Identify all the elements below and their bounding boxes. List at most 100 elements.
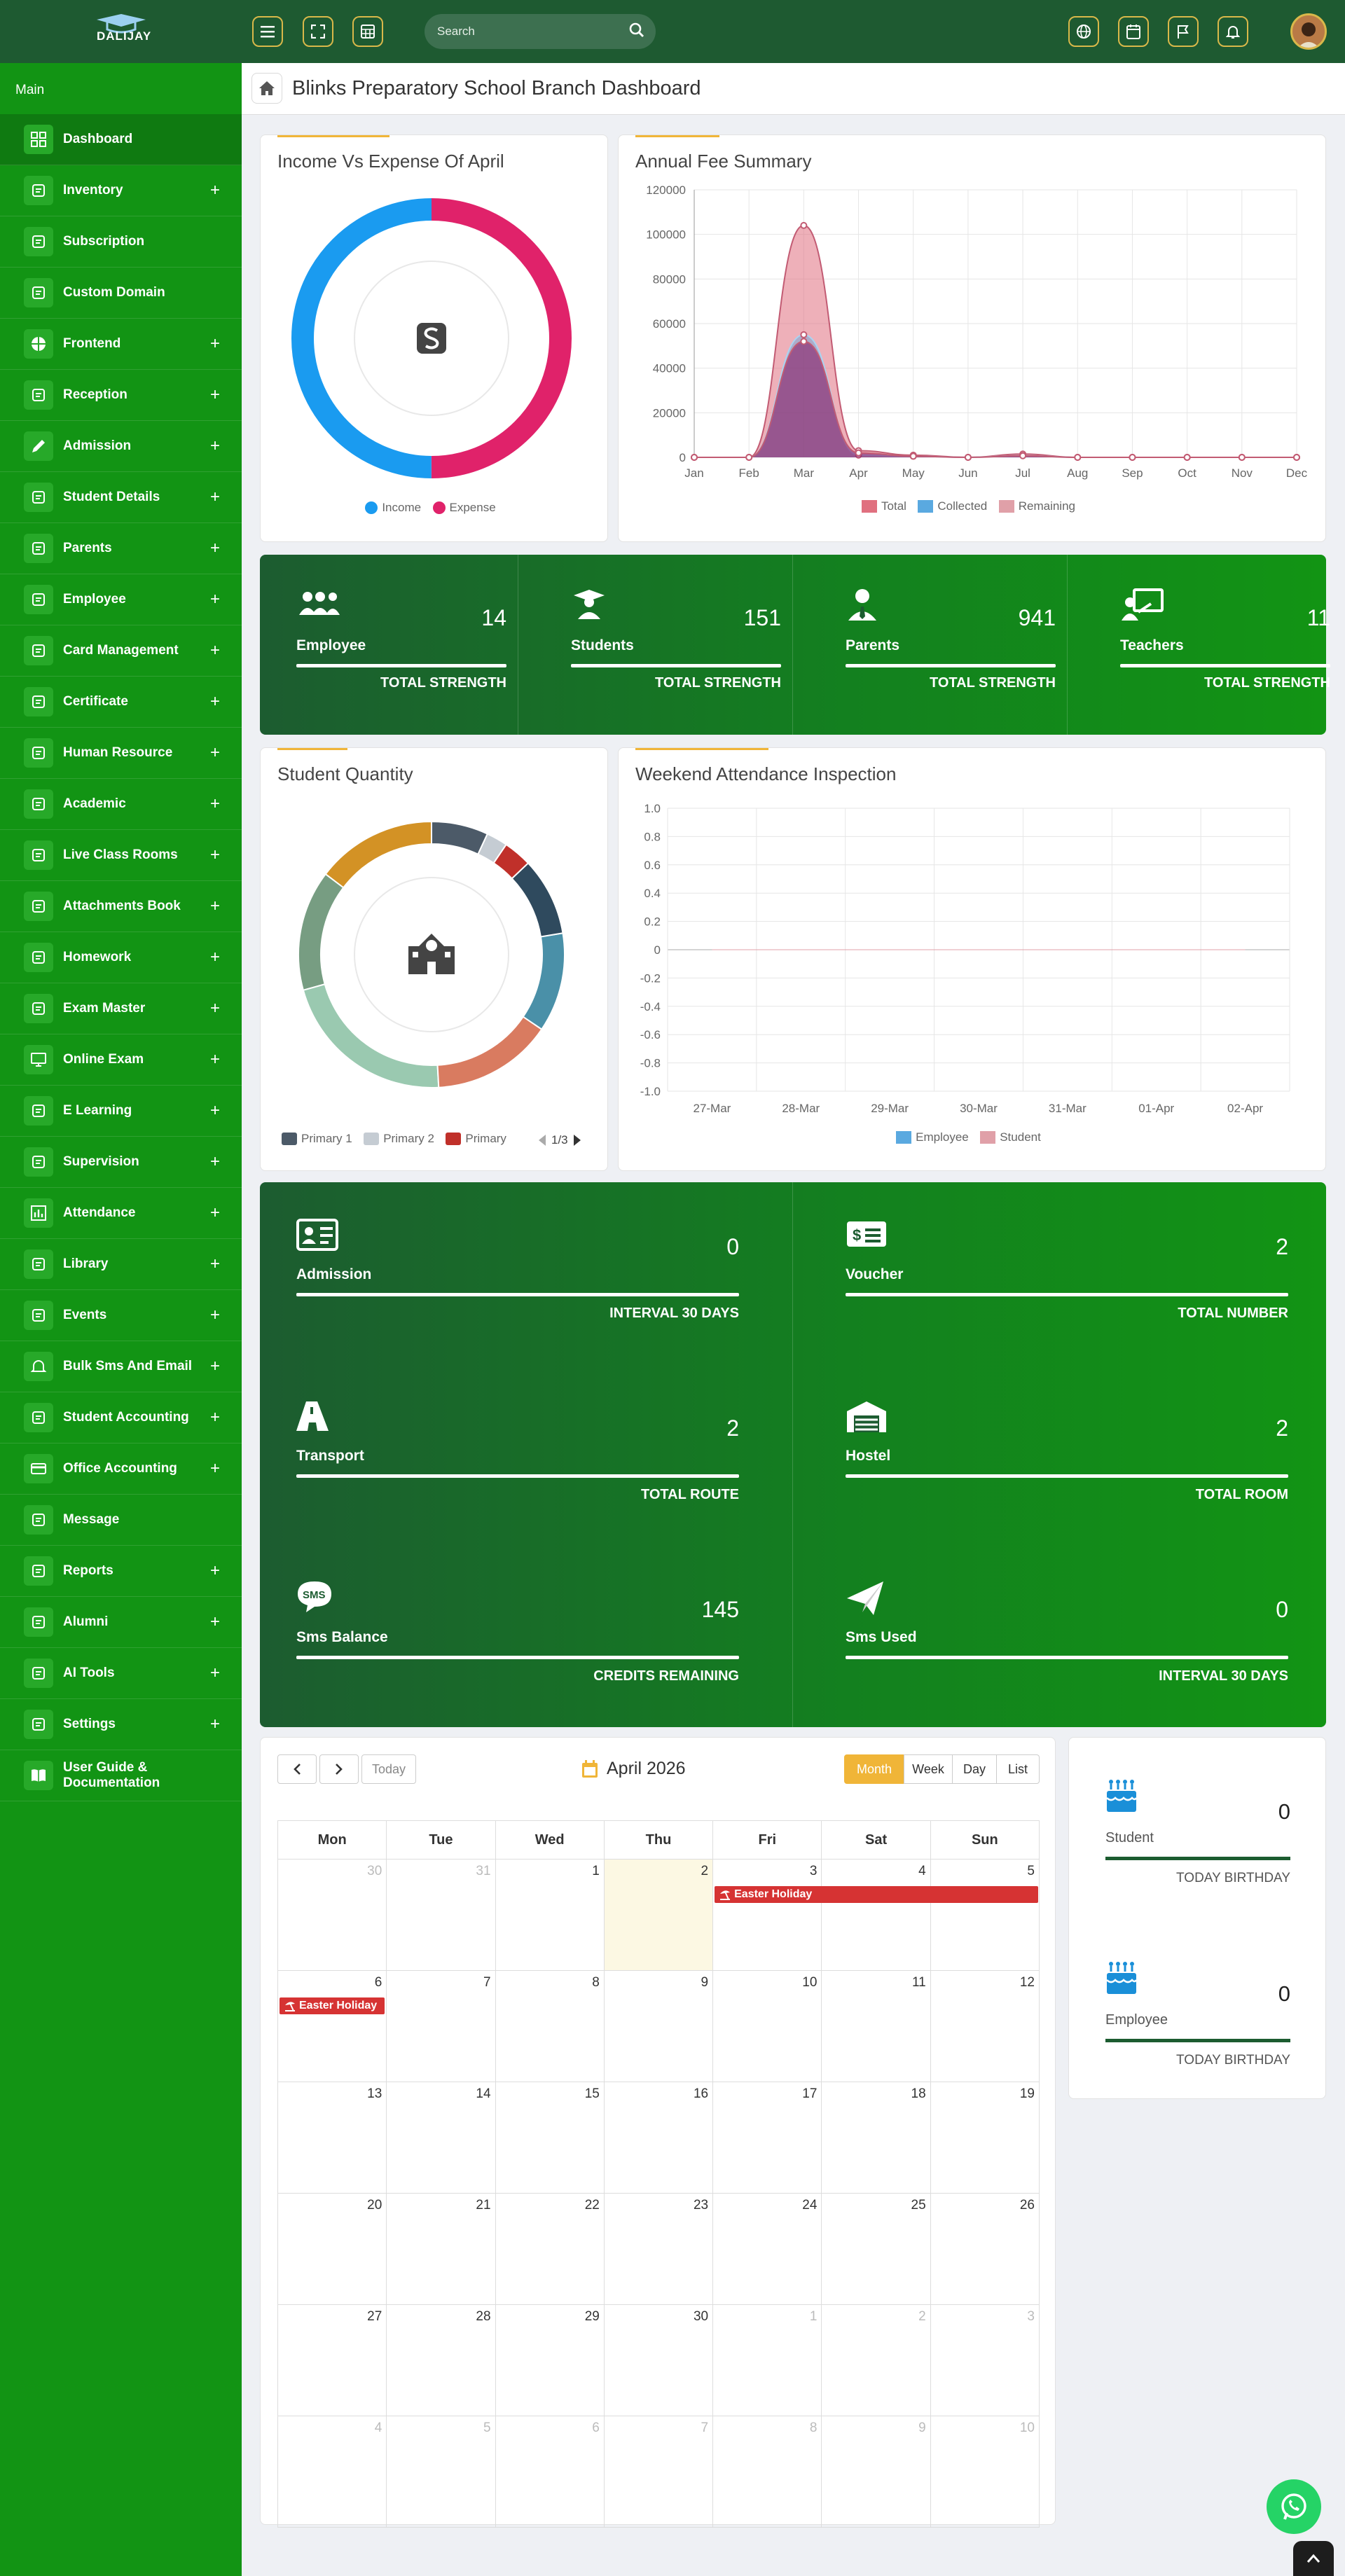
expand-plus-icon[interactable]: + bbox=[210, 334, 221, 353]
fullscreen-button[interactable] bbox=[303, 16, 333, 47]
calendar-day-cell[interactable]: 19 bbox=[930, 2082, 1040, 2194]
expand-plus-icon[interactable]: + bbox=[210, 1663, 221, 1682]
calendar-day-cell[interactable]: 10 bbox=[712, 1970, 822, 2082]
sidebar-item-student-accounting[interactable]: Student Accounting + bbox=[0, 1392, 242, 1443]
expand-plus-icon[interactable]: + bbox=[210, 436, 221, 455]
expand-plus-icon[interactable]: + bbox=[210, 487, 221, 506]
sidebar-item-alumni[interactable]: Alumni + bbox=[0, 1597, 242, 1648]
sidebar-item-custom-domain[interactable]: Custom Domain bbox=[0, 268, 242, 319]
legend-total[interactable]: Total bbox=[862, 499, 906, 513]
sidebar-item-ai-tools[interactable]: AI Tools + bbox=[0, 1648, 242, 1699]
calendar-day-cell[interactable]: 26 bbox=[930, 2193, 1040, 2305]
expand-plus-icon[interactable]: + bbox=[210, 743, 221, 762]
sidebar-item-events[interactable]: Events + bbox=[0, 1290, 242, 1341]
calendar-button[interactable] bbox=[1118, 16, 1149, 47]
calendar-day-cell[interactable]: 20 bbox=[277, 2193, 387, 2305]
donut-slice-3[interactable] bbox=[511, 861, 564, 938]
sidebar-item-frontend[interactable]: Frontend + bbox=[0, 319, 242, 370]
sidebar-item-student-details[interactable]: Student Details + bbox=[0, 472, 242, 523]
sidebar-item-bulk-sms-and-email[interactable]: Bulk Sms And Email + bbox=[0, 1341, 242, 1392]
calendar-day-cell[interactable]: 8 bbox=[495, 1970, 605, 2082]
expand-plus-icon[interactable]: + bbox=[210, 1101, 221, 1120]
expand-plus-icon[interactable]: + bbox=[210, 1254, 221, 1273]
user-avatar[interactable] bbox=[1290, 13, 1327, 50]
sidebar-item-card-management[interactable]: Card Management + bbox=[0, 625, 242, 677]
calendar-day-cell[interactable]: 3 Easter Holiday bbox=[712, 1859, 1039, 1971]
calendar-day-cell[interactable]: 28 bbox=[386, 2304, 496, 2416]
view-week-button[interactable]: Week bbox=[904, 1754, 953, 1784]
sidebar-item-office-accounting[interactable]: Office Accounting + bbox=[0, 1443, 242, 1495]
expand-plus-icon[interactable]: + bbox=[210, 1152, 221, 1171]
expand-plus-icon[interactable]: + bbox=[210, 539, 221, 558]
expand-plus-icon[interactable]: + bbox=[210, 692, 221, 711]
view-list-button[interactable]: List bbox=[996, 1754, 1040, 1784]
website-button[interactable] bbox=[1068, 16, 1099, 47]
sidebar-item-human-resource[interactable]: Human Resource + bbox=[0, 728, 242, 779]
sidebar-item-online-exam[interactable]: Online Exam + bbox=[0, 1034, 242, 1086]
donut-slice-7[interactable] bbox=[298, 873, 345, 992]
expand-plus-icon[interactable]: + bbox=[210, 1715, 221, 1733]
legend-collected[interactable]: Collected bbox=[918, 499, 987, 513]
sidebar-item-reports[interactable]: Reports + bbox=[0, 1546, 242, 1597]
scroll-top-button[interactable] bbox=[1293, 2541, 1334, 2576]
whatsapp-button[interactable] bbox=[1267, 2479, 1321, 2534]
expand-plus-icon[interactable]: + bbox=[210, 1306, 221, 1324]
calendar-day-cell[interactable]: 5 bbox=[386, 2416, 496, 2528]
expand-plus-icon[interactable]: + bbox=[210, 1050, 221, 1069]
calendar-day-cell[interactable]: 1 bbox=[495, 1859, 605, 1971]
expand-plus-icon[interactable]: + bbox=[210, 948, 221, 967]
expand-plus-icon[interactable]: + bbox=[210, 845, 221, 864]
calendar-day-cell[interactable]: 18 bbox=[821, 2082, 931, 2194]
donut-slice-2[interactable] bbox=[492, 843, 530, 880]
calendar-day-cell[interactable]: 24 bbox=[712, 2193, 822, 2305]
calendar-day-cell[interactable]: 31 bbox=[386, 1859, 496, 1971]
flag-button[interactable] bbox=[1168, 16, 1199, 47]
sidebar-item-admission[interactable]: Admission + bbox=[0, 421, 242, 472]
legend-remaining[interactable]: Remaining bbox=[998, 499, 1075, 513]
sidebar-item-employee[interactable]: Employee + bbox=[0, 574, 242, 625]
calendar-day-cell[interactable]: 7 bbox=[386, 1970, 496, 2082]
expand-plus-icon[interactable]: + bbox=[210, 1612, 221, 1631]
pager-prev-icon[interactable] bbox=[537, 1134, 547, 1147]
calendar-day-cell[interactable]: 9 bbox=[603, 1970, 714, 2082]
donut-slice-4[interactable] bbox=[522, 932, 565, 1031]
expand-plus-icon[interactable]: + bbox=[210, 590, 221, 609]
logo[interactable]: DALIJAY bbox=[83, 11, 160, 52]
sidebar-item-e-learning[interactable]: E Learning + bbox=[0, 1086, 242, 1137]
sidebar-item-academic[interactable]: Academic + bbox=[0, 779, 242, 830]
expand-plus-icon[interactable]: + bbox=[210, 794, 221, 813]
donut-slice-1[interactable] bbox=[477, 833, 508, 864]
donut-slice-5[interactable] bbox=[436, 1016, 543, 1088]
sidebar-item-dashboard[interactable]: Dashboard bbox=[0, 114, 242, 165]
donut-slice-8[interactable] bbox=[324, 822, 432, 889]
calendar-day-cell[interactable]: 3 bbox=[930, 2304, 1040, 2416]
sidebar-item-message[interactable]: Message bbox=[0, 1495, 242, 1546]
search-input[interactable]: Search bbox=[425, 14, 656, 49]
sidebar-item-certificate[interactable]: Certificate + bbox=[0, 677, 242, 728]
calendar-prev-button[interactable] bbox=[277, 1754, 317, 1784]
sidebar-item-library[interactable]: Library + bbox=[0, 1239, 242, 1290]
calculator-button[interactable] bbox=[352, 16, 383, 47]
legend-primary-1[interactable]: Primary 1 bbox=[282, 1132, 352, 1146]
legend-primary-2[interactable]: Primary 2 bbox=[364, 1132, 434, 1146]
calendar-day-cell[interactable]: 7 bbox=[603, 2416, 714, 2528]
sidebar-item-user-guide-documentation[interactable]: User Guide & Documentation bbox=[0, 1750, 242, 1801]
calendar-day-cell[interactable]: 6 bbox=[495, 2416, 605, 2528]
calendar-day-cell[interactable]: 12 bbox=[930, 1970, 1040, 2082]
view-month-button[interactable]: Month bbox=[844, 1754, 904, 1784]
calendar-day-cell[interactable]: 11 bbox=[821, 1970, 931, 2082]
legend-primary-3[interactable]: Primary bbox=[446, 1132, 506, 1146]
calendar-day-cell[interactable]: 29 bbox=[495, 2304, 605, 2416]
expand-plus-icon[interactable]: + bbox=[210, 181, 221, 200]
calendar-next-button[interactable] bbox=[319, 1754, 359, 1784]
legend-employee[interactable]: Employee bbox=[896, 1130, 969, 1144]
calendar-day-cell[interactable]: 16 bbox=[603, 2082, 714, 2194]
expand-plus-icon[interactable]: + bbox=[210, 1459, 221, 1478]
calendar-day-cell[interactable]: 17 bbox=[712, 2082, 822, 2194]
legend-student[interactable]: Student bbox=[980, 1130, 1041, 1144]
calendar-day-cell[interactable]: 10 bbox=[930, 2416, 1040, 2528]
calendar-day-cell[interactable]: 30 bbox=[603, 2304, 714, 2416]
legend-income[interactable]: Income bbox=[365, 501, 421, 515]
calendar-day-cell[interactable]: 2 bbox=[603, 1859, 714, 1971]
menu-toggle-button[interactable] bbox=[252, 16, 283, 47]
